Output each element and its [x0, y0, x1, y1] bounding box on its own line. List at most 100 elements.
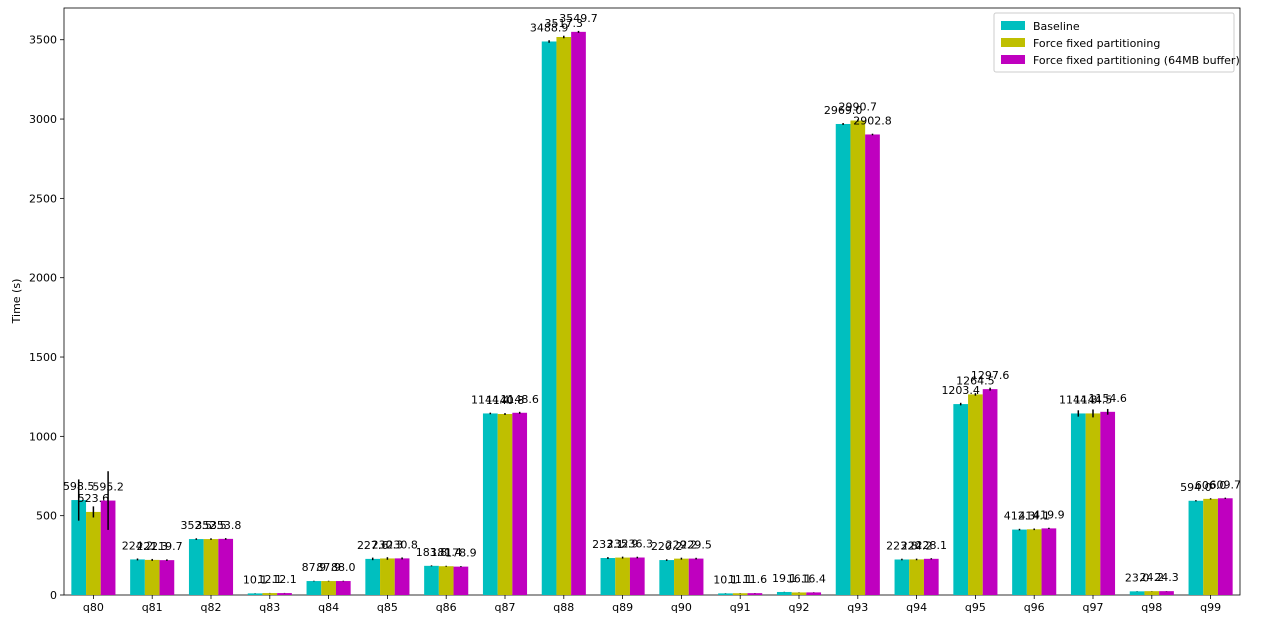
bar: [335, 581, 351, 595]
data-label: 10.1: [243, 573, 268, 586]
data-label: 1144.3: [1059, 393, 1098, 406]
bar: [982, 389, 998, 595]
legend-entry: Force fixed partitioning (64MB buffer): [1033, 54, 1240, 67]
bar: [1203, 498, 1218, 595]
data-label: 88.0: [331, 561, 356, 574]
bar: [688, 558, 704, 595]
bar: [1012, 529, 1027, 595]
data-label: 609.7: [1210, 478, 1242, 491]
bar: [86, 511, 101, 595]
x-tick-label: q86: [436, 601, 457, 614]
x-tick-label: q99: [1200, 601, 1221, 614]
x-tick-label: q84: [318, 601, 339, 614]
data-label: 3549.7: [559, 12, 598, 25]
plot-area: 0500100015002000250030003500q80598.5523.…: [29, 7, 1242, 614]
bar: [732, 593, 748, 595]
data-label: 228.1: [916, 539, 948, 552]
bar: [600, 558, 616, 595]
data-label: 16.1: [787, 572, 812, 585]
bar: [277, 593, 292, 595]
data-label: 2902.8: [853, 114, 892, 127]
data-label: 419.9: [1033, 508, 1065, 521]
data-label: 595.2: [92, 481, 124, 494]
y-tick-label: 3500: [29, 34, 57, 47]
legend-swatch: [1001, 21, 1025, 30]
bar: [497, 414, 513, 595]
bar: [865, 134, 880, 595]
bar: [556, 36, 572, 595]
data-label: 10.1: [713, 573, 738, 586]
y-tick-label: 2500: [29, 192, 57, 205]
data-label: 598.5: [63, 480, 95, 493]
data-label: 236.3: [622, 538, 654, 551]
data-label: 2969.0: [824, 104, 863, 117]
bar: [806, 592, 822, 595]
bar: [1144, 591, 1160, 595]
bar: [791, 592, 807, 595]
bar: [718, 593, 733, 595]
bar: [321, 581, 336, 595]
bar: [394, 558, 410, 595]
bar: [835, 123, 851, 595]
data-label: 11.1: [728, 573, 753, 586]
y-tick-label: 3000: [29, 113, 57, 126]
x-tick-label: q93: [847, 601, 868, 614]
bar: [674, 558, 689, 595]
y-tick-label: 0: [50, 589, 57, 602]
data-label: 233.1: [592, 538, 624, 551]
data-label: 1154.6: [1088, 392, 1127, 405]
bar: [247, 593, 263, 595]
x-tick-label: q80: [83, 601, 104, 614]
data-label: 1264.5: [956, 374, 995, 387]
data-label: 221.3: [136, 540, 168, 553]
x-tick-label: q94: [906, 601, 927, 614]
data-label: 12.1: [272, 573, 297, 586]
bar: [615, 557, 630, 595]
data-label: 220.2: [651, 540, 683, 553]
x-tick-label: q83: [259, 601, 280, 614]
bar: [218, 538, 234, 595]
bar: [130, 559, 145, 595]
bar: [1041, 528, 1057, 595]
data-label: 12.1: [258, 573, 283, 586]
x-tick-label: q81: [142, 601, 163, 614]
data-label: 1144.4: [471, 393, 510, 406]
data-label: 235.9: [607, 538, 639, 551]
bar: [100, 500, 116, 595]
legend-swatch: [1001, 38, 1025, 47]
data-label: 178.9: [445, 547, 477, 560]
data-label: 87.9: [302, 561, 327, 574]
bar: [894, 559, 910, 595]
bar: [541, 41, 557, 596]
y-tick-label: 1000: [29, 430, 57, 443]
data-label: 230.8: [386, 538, 418, 551]
bar: [1085, 413, 1101, 595]
bar: [850, 120, 866, 596]
bar: [1159, 591, 1174, 595]
data-label: 606.0: [1195, 479, 1227, 492]
bar: [438, 566, 454, 595]
bar: [1026, 529, 1042, 595]
x-tick-label: q90: [671, 601, 692, 614]
bar: [1129, 591, 1145, 595]
x-tick-label: q88: [553, 601, 574, 614]
data-label: 1297.6: [971, 369, 1010, 382]
data-label: 219.7: [151, 540, 183, 553]
data-label: 16.4: [801, 572, 826, 585]
data-label: 229.2: [666, 539, 698, 552]
data-label: 412.3: [1004, 510, 1036, 523]
data-label: 181.4: [430, 546, 462, 559]
y-tick-label: 1500: [29, 351, 57, 364]
y-tick-label: 500: [36, 510, 57, 523]
bar: [1100, 411, 1116, 595]
x-tick-label: q98: [1141, 601, 1162, 614]
bar: [1070, 413, 1086, 595]
data-label: 2990.7: [839, 101, 878, 114]
y-axis-label: Time (s): [10, 279, 23, 325]
bar: [306, 581, 322, 595]
data-label: 23.0: [1125, 571, 1150, 584]
data-label: 352.5: [195, 519, 227, 532]
legend-swatch: [1001, 55, 1025, 64]
bar: [159, 560, 175, 595]
bar: [424, 565, 439, 595]
